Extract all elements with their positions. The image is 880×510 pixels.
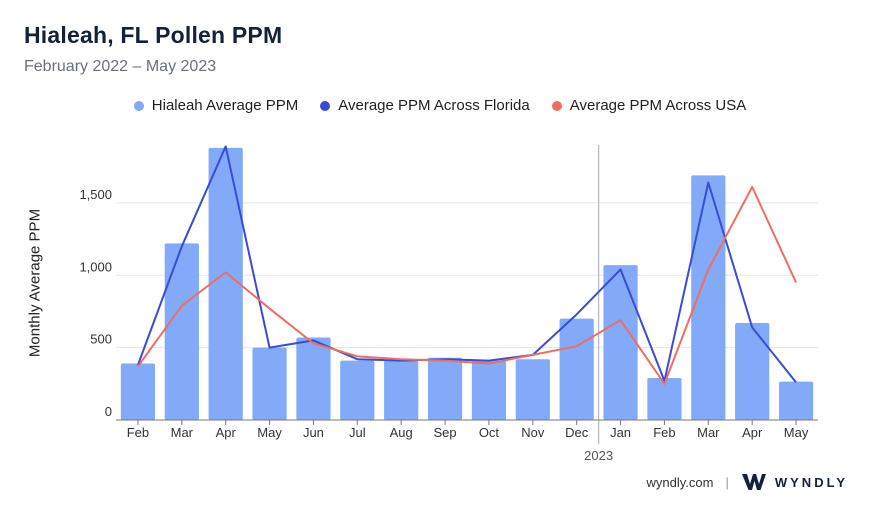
- x-tick-label: Feb: [127, 425, 149, 440]
- page-subtitle: February 2022 – May 2023: [24, 58, 217, 75]
- legend-swatch-hialeah: [133, 100, 144, 111]
- bar-feb-0: [120, 363, 156, 420]
- x-tick-label: Mar: [171, 425, 194, 440]
- series-line-usa: [137, 185, 797, 385]
- bar-feb-12: [647, 378, 682, 420]
- bar-sep-7: [427, 357, 463, 420]
- bar-nov-9: [515, 359, 550, 420]
- x-tick-label: Sep: [433, 425, 456, 440]
- bar-oct-8: [471, 360, 507, 420]
- bar-may-15: [778, 381, 814, 420]
- bar-mar-1: [164, 243, 199, 420]
- x-tick-label: Apr: [216, 425, 237, 440]
- brand-name: WYNDLY: [774, 474, 848, 490]
- x-tick-label: Jul: [349, 425, 366, 440]
- bar-apr-14: [735, 323, 770, 420]
- bar-may-3: [252, 347, 287, 420]
- y-tick-label: 1,000: [79, 259, 112, 274]
- y-tick-label: 1,500: [79, 187, 112, 202]
- x-tick-label: Jan: [610, 425, 631, 440]
- legend-item-usa[interactable]: Average PPM Across USA: [551, 97, 747, 114]
- chart-legend: Hialeah Average PPM Average PPM Across F…: [0, 97, 880, 114]
- wyndly-logo-icon: [741, 474, 766, 490]
- x-tick-label: Jun: [303, 425, 324, 440]
- bar-apr-2: [208, 147, 243, 421]
- bar-jun-4: [296, 337, 331, 420]
- bar-dec-10: [559, 318, 594, 420]
- x-tick-label: Nov: [521, 425, 545, 440]
- footer-separator: |: [725, 474, 729, 490]
- footer: wyndly.com | WYNDLY: [647, 473, 848, 491]
- x-tick-label: Apr: [742, 425, 763, 440]
- legend-swatch-usa: [551, 100, 562, 111]
- footer-site-link[interactable]: wyndly.com: [646, 474, 714, 490]
- x-tick-label: Feb: [653, 425, 675, 440]
- bar-aug-6: [384, 360, 419, 420]
- x-tick-label: Oct: [479, 425, 500, 440]
- legend-label-florida: Average PPM Across Florida: [338, 97, 530, 114]
- year-label: 2023: [584, 448, 613, 463]
- x-tick-label: May: [257, 425, 282, 440]
- page-title: Hialeah, FL Pollen PPM: [24, 22, 283, 48]
- brand-logo[interactable]: WYNDLY: [741, 473, 848, 491]
- y-tick-label: 0: [105, 404, 112, 419]
- x-tick-label: Aug: [390, 425, 413, 440]
- legend-swatch-florida: [320, 100, 331, 111]
- bar-jul-5: [340, 360, 375, 420]
- legend-label-usa: Average PPM Across USA: [569, 97, 747, 114]
- bar-jan-11: [603, 265, 638, 420]
- x-tick-label: Dec: [565, 425, 589, 440]
- x-tick-label: Mar: [697, 425, 720, 440]
- x-tick-label: May: [784, 425, 809, 440]
- legend-label-hialeah: Hialeah Average PPM: [151, 97, 299, 114]
- legend-item-hialeah[interactable]: Hialeah Average PPM: [133, 97, 299, 114]
- legend-item-florida[interactable]: Average PPM Across Florida: [320, 97, 530, 114]
- bar-mar-13: [691, 175, 726, 420]
- y-tick-label: 500: [90, 332, 112, 347]
- series-line-florida: [136, 145, 797, 383]
